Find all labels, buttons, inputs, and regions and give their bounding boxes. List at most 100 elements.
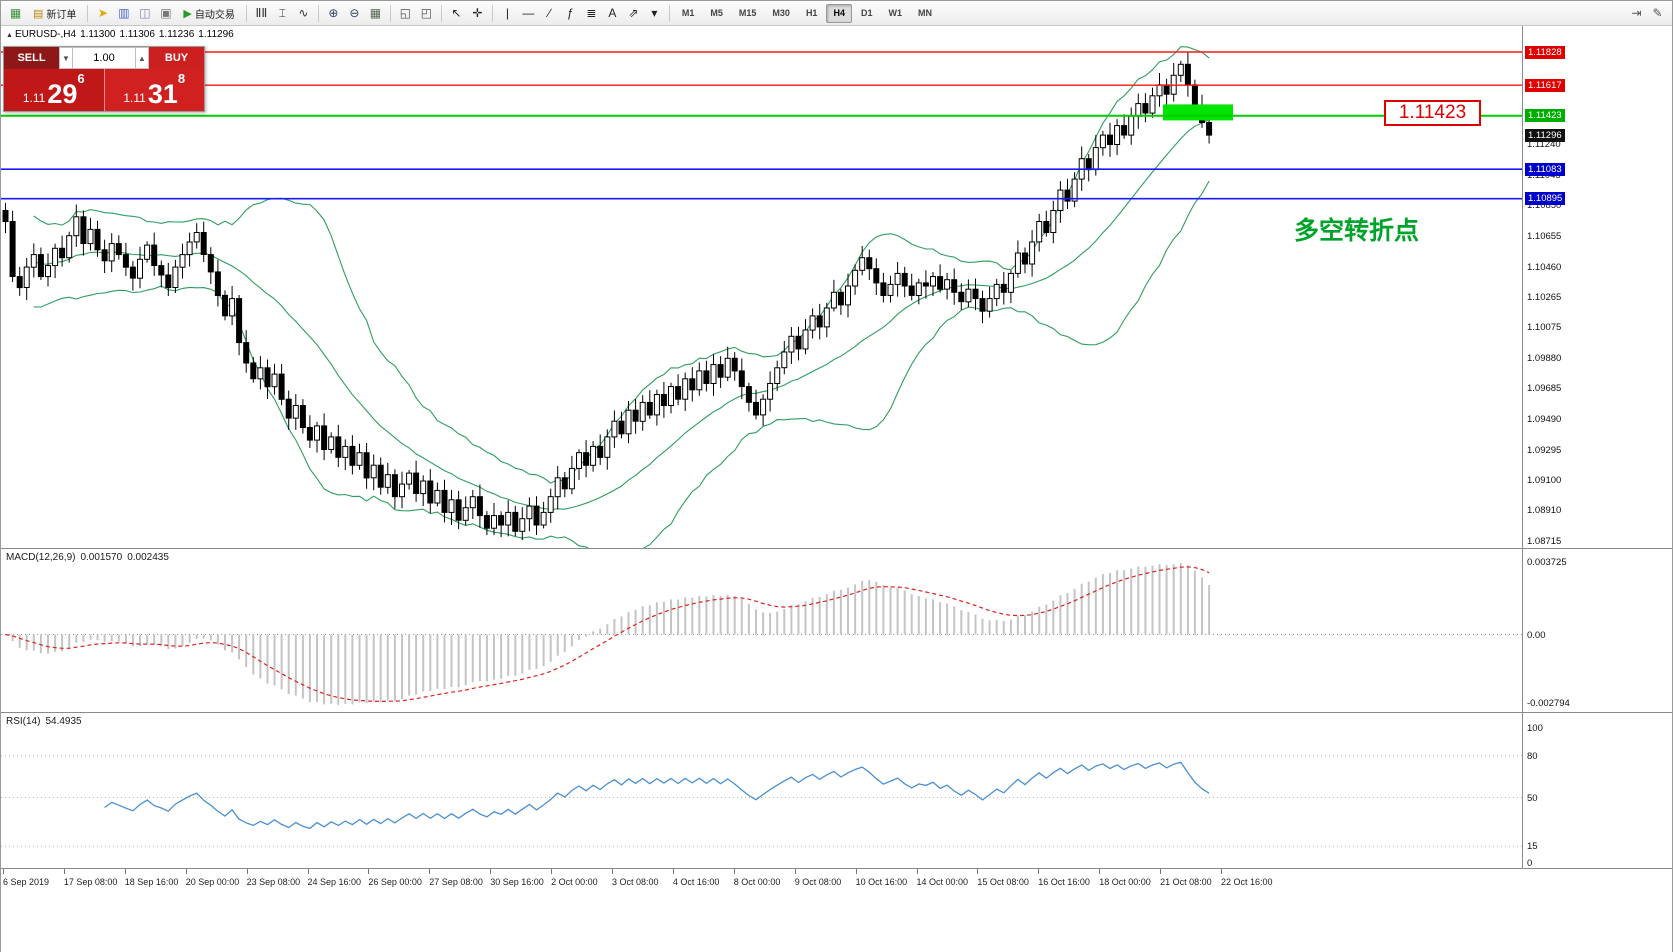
bar-chart-type-icon[interactable]: ⅡⅡ (255, 6, 268, 20)
macd-pane[interactable]: MACD(12,26,9) 0.001570 0.002435 0.003725 0… (1, 549, 1672, 713)
macd-label: MACD(12,26,9) 0.001570 0.002435 (6, 552, 169, 563)
macd-chart[interactable] (1, 549, 1522, 713)
timeframe-button-m5[interactable]: M5 (703, 4, 730, 23)
collapse-arrow-icon[interactable]: ▲ (6, 32, 13, 39)
timeframe-button-d1[interactable]: D1 (854, 4, 880, 23)
arrange-windows-icon[interactable]: ◰ (420, 6, 433, 20)
trendline-icon[interactable]: ∕ (548, 6, 551, 20)
time-axis-label: 16 Oct 16:00 (1038, 877, 1090, 887)
rsi-axis[interactable]: 100 80 50 15 0 (1522, 713, 1672, 868)
market-watch-icon[interactable]: ▥ (118, 6, 130, 20)
candlestick-type-icon[interactable]: ⌶ (278, 5, 286, 20)
time-axis[interactable]: 6 Sep 2019 17 Sep 08:00 18 Sep 16:00 20 Sep… (1, 869, 1672, 897)
toolbar: ▦ ▤ 新订单 ➤ ▥ ◫ ▣ ▶ 自动交易 ⅡⅡ ⌶ ∿ ⊕ ⊖ ▦ ◱ ◰ ↖ ✛ | — ∕ ƒ ≣ A ⇗ ▾ M1 M5 M1… (1, 1, 1672, 26)
macd-axis[interactable]: 0.003725 0.00 -0.002794 (1522, 549, 1672, 712)
timeframe-button-m1[interactable]: M1 (675, 4, 702, 23)
sell-button[interactable]: SELL (4, 47, 59, 69)
toolbar-items: ▦ ▤ 新订单 ➤ ▥ ◫ ▣ ▶ 自动交易 ⅡⅡ ⌶ ∿ ⊕ ⊖ ▦ ◱ ◰ ↖ ✛ | — ∕ ƒ ≣ A ⇗ ▾ (5, 3, 674, 23)
time-axis-label: 9 Oct 08:00 (794, 877, 842, 887)
time-axis-tick (3, 869, 4, 874)
timeframe-button-mn[interactable]: MN (911, 4, 939, 23)
chart-settings-icon[interactable]: ✎ (1652, 6, 1663, 20)
autotrading-button[interactable]: ▶ 自动交易 (176, 3, 241, 23)
toolbar-separator (491, 4, 493, 22)
volume-increase-button[interactable]: ▲ (135, 47, 149, 69)
objects-dropdown-icon[interactable]: ▾ (651, 6, 658, 20)
navigator-icon[interactable]: ◫ (139, 6, 151, 20)
price-axis[interactable]: 1.112401.110451.108501.106551.104601.102… (1522, 26, 1672, 548)
time-axis-label: 30 Sep 16:00 (490, 877, 544, 887)
toolbar-right: ⇥ ✎ (1626, 3, 1668, 23)
crosshair-icon[interactable]: ✛ (472, 6, 483, 20)
new-order-button[interactable]: ▤ 新订单 (26, 3, 83, 23)
buy-button[interactable]: BUY (149, 47, 204, 69)
mql-community-icon[interactable]: ➤ (97, 6, 108, 20)
timeframe-bar: M1 M5 M15 M30 H1 H4 D1 W1 MN (674, 3, 940, 23)
time-axis-tick (733, 869, 735, 874)
sell-price[interactable]: 1.11 29 6 (4, 69, 105, 111)
time-axis-label: 2 Oct 00:00 (551, 877, 598, 887)
price-axis-tick: 1.10850 (1527, 200, 1562, 212)
ohlc-close: 1.11296 (198, 29, 234, 40)
timeframe-button-m30[interactable]: M30 (765, 4, 797, 23)
zoom-in-icon[interactable]: ⊕ (328, 6, 339, 20)
ohlc-high: 1.11306 (119, 29, 155, 40)
time-axis-tick (246, 869, 248, 874)
time-axis-label: 6 Sep 2019 (3, 877, 50, 887)
fibonacci-icon[interactable]: ƒ (567, 6, 574, 20)
main-chart-pane[interactable]: ▲ EURUSD-,H4 1.11300 1.11306 1.11236 1.11296 … (1, 26, 1672, 549)
bottom-space (1, 897, 1672, 952)
time-axis-label: 26 Sep 00:00 (368, 877, 422, 887)
rsi-axis-tick: 15 (1527, 841, 1538, 853)
time-axis-tick (1099, 869, 1101, 874)
new-chart-icon[interactable]: ▦ (9, 6, 22, 20)
time-axis-label: 14 Oct 00:00 (916, 877, 969, 887)
cascade-windows-icon[interactable]: ◱ (399, 6, 412, 20)
rsi-chart[interactable] (1, 713, 1522, 869)
rsi-axis-tick: 100 (1527, 723, 1543, 734)
volume-input[interactable] (73, 47, 135, 69)
time-axis-tick (63, 869, 65, 874)
time-axis-label: 20 Sep 00:00 (185, 877, 240, 887)
arrow-object-icon[interactable]: ⇗ (628, 6, 639, 20)
timeframe-button-h4[interactable]: H4 (826, 3, 852, 23)
horizontal-line-icon[interactable]: — (522, 6, 535, 20)
candlestick-chart[interactable] (1, 26, 1522, 549)
buy-price[interactable]: 1.11 31 8 (104, 69, 204, 111)
zoom-out-icon[interactable]: ⊖ (349, 6, 360, 20)
time-axis-label: 18 Sep 16:00 (124, 877, 179, 887)
chinese-annotation: 多空转折点 (1294, 217, 1420, 245)
equidistant-channel-icon[interactable]: ≣ (586, 6, 597, 20)
rsi-pane[interactable]: RSI(14) 54.4935 100 80 50 15 0 (1, 713, 1672, 869)
price-line-label: 1.10895 (1525, 192, 1566, 206)
macd-min-label: -0.002794 (1527, 698, 1570, 709)
chart-shift-icon[interactable]: ⇥ (1631, 6, 1642, 20)
toolbar-separator (87, 4, 89, 22)
timeframe-button-w1[interactable]: W1 (881, 4, 909, 23)
tile-windows-icon[interactable]: ▦ (369, 6, 382, 20)
cursor-icon[interactable]: ↖ (451, 6, 462, 20)
time-axis-tick (1221, 869, 1222, 874)
price-axis-tick: 1.10655 (1527, 230, 1562, 242)
macd-zero-label: 0.00 (1527, 629, 1546, 641)
ohlc-low: 1.11236 (158, 29, 195, 40)
symbol-period: EURUSD-,H4 (14, 29, 77, 40)
time-axis-label: 10 Oct 16:00 (855, 877, 908, 887)
timeframe-button-m15[interactable]: M15 (732, 4, 764, 23)
price-line-label: 1.11617 (1525, 78, 1565, 92)
time-axis-label: 17 Sep 08:00 (63, 877, 118, 887)
timeframe-button-h1[interactable]: H1 (799, 4, 825, 23)
rsi-axis-tick: 50 (1527, 792, 1538, 804)
toolbar-separator (389, 4, 391, 22)
vertical-line-icon[interactable]: | (505, 6, 509, 20)
price-line-label: 1.11423 (1525, 109, 1565, 123)
terminal-icon[interactable]: ▣ (160, 6, 172, 20)
time-axis-label: 22 Oct 16:00 (1221, 877, 1273, 887)
volume-decrease-button[interactable]: ▼ (59, 47, 73, 69)
line-chart-type-icon[interactable]: ∿ (298, 6, 309, 20)
time-axis-label: 27 Sep 08:00 (429, 877, 483, 887)
time-axis-tick (794, 869, 796, 874)
text-label-icon[interactable]: A (608, 6, 617, 20)
